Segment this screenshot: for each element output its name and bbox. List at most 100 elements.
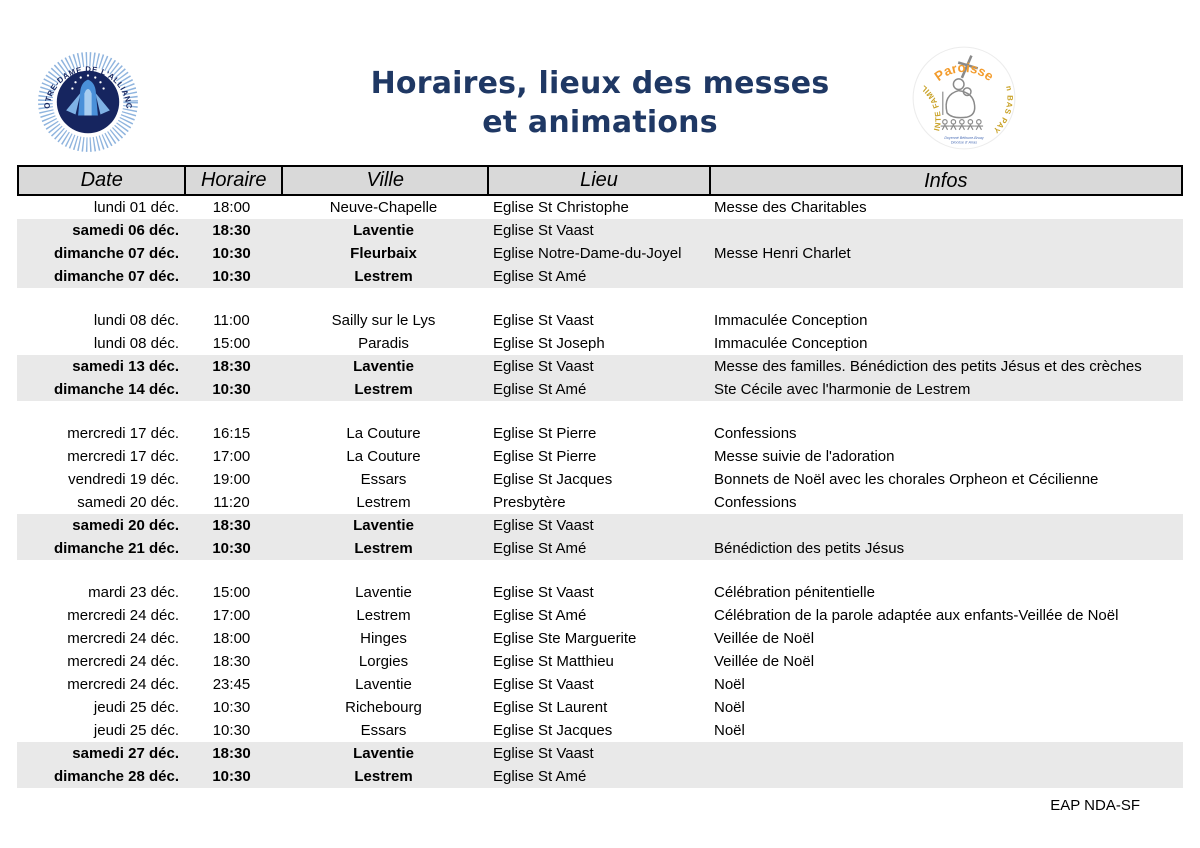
cell-date: lundi 08 déc. xyxy=(93,335,179,352)
cell-date: mercredi 24 déc. xyxy=(67,676,179,693)
cell-lieu: Eglise St Amé xyxy=(493,607,587,624)
cell-infos: Célébration de la parole adaptée aux enf… xyxy=(714,607,1119,624)
cell-ville: Lestrem xyxy=(356,494,411,511)
cell-infos: Noël xyxy=(714,676,745,693)
cell-date: samedi 20 déc. xyxy=(77,494,179,511)
cell-date: samedi 27 déc. xyxy=(72,745,179,762)
cell-horaire: 18:30 xyxy=(212,745,251,762)
cell-horaire: 11:00 xyxy=(213,312,250,329)
cell-date: samedi 13 déc. xyxy=(72,358,179,375)
cell-horaire: 17:00 xyxy=(212,448,251,465)
cell-date: lundi 01 déc. xyxy=(93,199,179,216)
column-header-horaire: Horaire xyxy=(184,167,281,194)
cell-ville: Lestrem xyxy=(354,381,413,398)
table-row: jeudi 25 déc. 10:30 Essars Eglise St Jac… xyxy=(17,719,1183,742)
cell-lieu: Eglise St Vaast xyxy=(493,745,594,762)
cell-infos: Confessions xyxy=(714,425,797,442)
cell-lieu: Eglise St Pierre xyxy=(493,425,597,442)
table-row: samedi 13 déc. 18:30 Laventie Eglise St … xyxy=(17,355,1183,378)
logo-stars-icon xyxy=(71,74,105,90)
table-row: lundi 08 déc. 11:00 Sailly sur le Lys Eg… xyxy=(17,309,1183,332)
cell-horaire: 15:00 xyxy=(212,335,251,352)
cell-horaire: 15:00 xyxy=(212,584,251,601)
cell-date: jeudi 25 déc. xyxy=(93,722,179,739)
cell-lieu: Eglise St Christophe xyxy=(493,199,629,216)
cell-lieu: Eglise St Matthieu xyxy=(493,653,614,670)
cell-infos: Messe suivie de l'adoration xyxy=(714,448,895,465)
cell-ville: Essars xyxy=(360,471,407,488)
table-row: dimanche 14 déc. 10:30 Lestrem Eglise St… xyxy=(17,378,1183,401)
column-header-ville: Ville xyxy=(281,167,487,194)
cell-horaire: 10:30 xyxy=(212,722,251,739)
cell-infos: Veillée de Noël xyxy=(714,653,815,670)
table-row: mercredi 24 déc. 18:00 Hinges Eglise Ste… xyxy=(17,627,1183,650)
cell-date: samedi 06 déc. xyxy=(72,222,179,239)
cell-infos: Ste Cécile avec l'harmonie de Lestrem xyxy=(714,381,971,398)
table-row: mercredi 17 déc. 16:15 La Couture Eglise… xyxy=(17,422,1183,445)
cell-ville: Fleurbaix xyxy=(350,245,417,262)
cell-lieu: Eglise St Vaast xyxy=(493,358,594,375)
cell-date: dimanche 07 déc. xyxy=(53,245,179,262)
cell-ville: Laventie xyxy=(353,358,414,375)
virgin-mary-icon xyxy=(66,79,110,116)
cell-ville: Sailly sur le Lys xyxy=(331,312,436,329)
cell-horaire: 10:30 xyxy=(212,540,251,557)
cell-date: dimanche 14 déc. xyxy=(53,381,179,398)
cell-ville: Essars xyxy=(360,722,407,739)
cell-ville: Laventie xyxy=(353,745,414,762)
cell-ville: Lorgies xyxy=(358,653,409,670)
cell-lieu: Eglise St Amé xyxy=(493,768,587,785)
cell-date: mercredi 17 déc. xyxy=(67,448,179,465)
cell-infos xyxy=(709,514,1183,537)
paper-doll-figures-icon xyxy=(940,119,984,131)
table-row: samedi 06 déc. 18:30 Laventie Eglise St … xyxy=(17,219,1183,242)
cell-lieu: Eglise St Joseph xyxy=(493,335,605,352)
cell-horaire: 10:30 xyxy=(212,381,251,398)
cell-horaire: 18:00 xyxy=(212,199,251,216)
spacer-row xyxy=(17,288,1183,309)
cell-horaire: 18:30 xyxy=(212,653,251,670)
cell-date: vendredi 19 déc. xyxy=(68,471,179,488)
schedule-table-body: lundi 01 déc. 18:00 Neuve-Chapelle Eglis… xyxy=(17,196,1183,788)
cell-ville: Hinges xyxy=(360,630,407,647)
table-row: samedi 20 déc. 18:30 Laventie Eglise St … xyxy=(17,514,1183,537)
cell-horaire: 10:30 xyxy=(212,768,251,785)
cell-infos: Bonnets de Noël avec les chorales Orpheo… xyxy=(714,471,1099,488)
cell-infos xyxy=(709,742,1183,765)
schedule-table: Date Horaire Ville Lieu Infos lundi 01 d… xyxy=(17,165,1183,788)
cell-ville: Neuve-Chapelle xyxy=(329,199,438,216)
table-row: jeudi 25 déc. 10:30 Richebourg Eglise St… xyxy=(17,696,1183,719)
cell-infos: Confessions xyxy=(714,494,797,511)
table-row: mercredi 24 déc. 18:30 Lorgies Eglise St… xyxy=(17,650,1183,673)
cell-ville: Lestrem xyxy=(356,607,411,624)
table-row: mardi 23 déc. 15:00 Laventie Eglise St V… xyxy=(17,581,1183,604)
page-title: Horaires, lieux des messes et animations xyxy=(0,64,1200,142)
cell-date: lundi 08 déc. xyxy=(93,312,179,329)
cell-horaire: 18:00 xyxy=(212,630,251,647)
cell-ville: Lestrem xyxy=(354,540,413,557)
cell-ville: Richebourg xyxy=(345,699,422,716)
table-row: mercredi 17 déc. 17:00 La Couture Eglise… xyxy=(17,445,1183,468)
table-row: mercredi 24 déc. 17:00 Lestrem Eglise St… xyxy=(17,604,1183,627)
cell-date: dimanche 28 déc. xyxy=(53,768,179,785)
cell-ville: Lestrem xyxy=(354,768,413,785)
cell-lieu: Eglise St Jacques xyxy=(493,471,613,488)
table-row: vendredi 19 déc. 19:00 Essars Eglise St … xyxy=(17,468,1183,491)
cell-horaire: 16:15 xyxy=(212,425,251,442)
cell-lieu: Eglise St Vaast xyxy=(493,312,594,329)
cell-date: mercredi 24 déc. xyxy=(67,607,179,624)
table-row: mercredi 24 déc. 23:45 Laventie Eglise S… xyxy=(17,673,1183,696)
cell-lieu: Eglise St Amé xyxy=(493,381,587,398)
cell-infos xyxy=(709,765,1183,788)
table-row: dimanche 28 déc. 10:30 Lestrem Eglise St… xyxy=(17,765,1183,788)
table-row: lundi 01 déc. 18:00 Neuve-Chapelle Eglis… xyxy=(17,196,1183,219)
notre-dame-alliance-logo: NOTRE-DAME DE L'ALLIANCE xyxy=(36,50,138,152)
cell-date: mercredi 24 déc. xyxy=(67,630,179,647)
cell-infos xyxy=(709,265,1183,288)
cell-ville: La Couture xyxy=(346,425,421,442)
cell-lieu: Eglise St Vaast xyxy=(493,517,594,534)
cell-lieu: Eglise St Amé xyxy=(493,540,587,557)
holy-family-icon xyxy=(942,55,979,119)
cell-horaire: 10:30 xyxy=(212,699,251,716)
table-row: dimanche 07 déc. 10:30 Lestrem Eglise St… xyxy=(17,265,1183,288)
